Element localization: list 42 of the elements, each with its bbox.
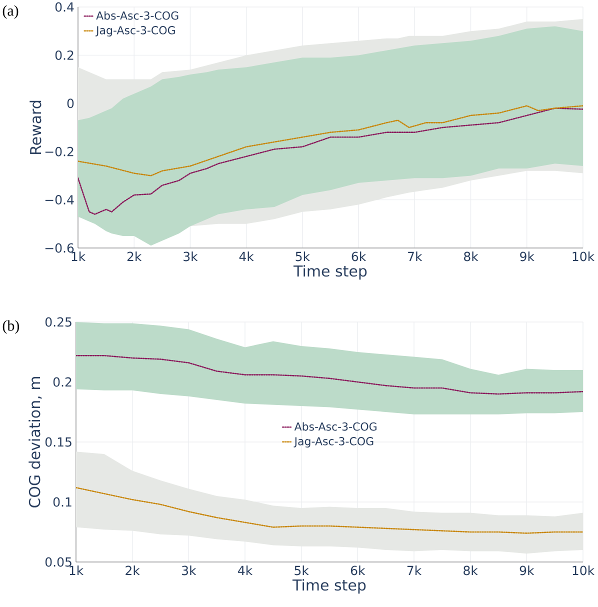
x-tick-label: 3k — [182, 566, 196, 576]
y-tick-label: 0.05 — [45, 557, 72, 567]
x-tick-label: 10k — [572, 252, 595, 262]
legend-label: Jag-Asc-3-COG — [95, 26, 175, 37]
x-tick-label: 2k — [127, 252, 142, 262]
x-tick-label: 1k — [72, 252, 86, 262]
x-tick-label: 5k — [294, 566, 309, 576]
legend-label: Abs-Asc-3-COG — [294, 422, 376, 431]
y-tick-label: −0.6 — [45, 243, 74, 253]
x-tick-label: 4k — [238, 566, 253, 576]
x-tick-label: 9k — [520, 252, 534, 262]
x-tick-label: 7k — [408, 252, 422, 262]
legend-label: Jag-Asc-3-COG — [294, 437, 374, 448]
x-axis-title: Time step — [293, 265, 367, 280]
x-tick-label: 5k — [296, 252, 310, 262]
x-tick-label: 6k — [352, 252, 366, 262]
y-axis-title: COG deviation, m — [28, 377, 42, 508]
y-tick-label: 0.4 — [55, 2, 74, 12]
y-tick-label: 0.2 — [53, 377, 72, 387]
x-tick-label: 8k — [464, 252, 478, 262]
x-tick-label: 1k — [70, 566, 84, 576]
x-tick-label: 7k — [407, 566, 422, 576]
y-tick-label: 0.25 — [45, 317, 72, 327]
text: (b) — [2, 320, 20, 334]
x-tick-label: 9k — [520, 566, 534, 576]
line-series — [76, 354, 583, 395]
x-tick-label: 3k — [184, 252, 198, 262]
y-tick-label: 0.15 — [45, 437, 72, 447]
y-tick-label: −0.4 — [45, 195, 74, 205]
x-tick-label: 10k — [572, 566, 595, 576]
y-tick-label: 0.2 — [55, 50, 74, 60]
y-tick-label: 0 — [67, 98, 74, 108]
x-tick-label: 6k — [350, 566, 366, 576]
x-tick-label: 8k — [464, 566, 478, 576]
x-axis-title: Time step — [292, 579, 366, 594]
legend-label: Abs-Asc-3-COG — [96, 11, 178, 20]
x-tick-label: 4k — [239, 252, 254, 262]
y-tick-label: 0.1 — [53, 497, 72, 507]
text: (a) — [2, 5, 18, 19]
y-tick-label: −0.2 — [45, 146, 74, 156]
y-axis-title: Reward — [30, 100, 42, 154]
x-tick-label: 2k — [126, 566, 140, 576]
